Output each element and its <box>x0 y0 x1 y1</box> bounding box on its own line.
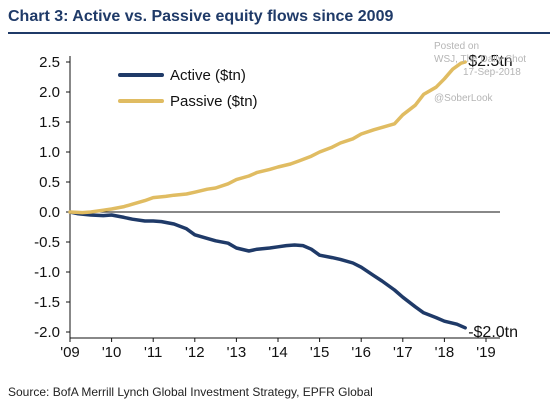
source-note: Source: BofA Merrill Lynch Global Invest… <box>8 385 373 399</box>
series-line-passive <box>68 60 467 215</box>
x-tick-label: '15 <box>310 344 330 361</box>
y-tick-label: -1.5 <box>34 294 60 311</box>
chart-axes: -2.0 -1.5 -1.0 -0.5 0.0 0.5 1.0 1.5 2.0 2.5 '09 '10… <box>34 54 500 361</box>
x-tick-label: '11 <box>144 344 162 361</box>
y-tick-label: -1.0 <box>34 264 60 281</box>
x-tick-label: '16 <box>351 344 371 361</box>
y-tick-label: 1.0 <box>39 144 60 161</box>
y-tick-label: 2.5 <box>39 54 60 71</box>
x-tick-label: '09 <box>60 344 80 361</box>
x-tick-label: '14 <box>268 344 288 361</box>
chart-legend: Active ($tn) Passive ($tn) <box>118 67 258 110</box>
x-tick-label: '10 <box>102 344 122 361</box>
series-line-active <box>68 210 467 330</box>
watermark-line-1: Posted on <box>434 41 479 52</box>
y-tick-label: -0.5 <box>34 234 60 251</box>
watermark-line-4: @SoberLook <box>434 93 494 104</box>
chart-title: Chart 3: Active vs. Passive equity flows… <box>8 8 394 25</box>
end-label-passive: $2.5tn <box>468 53 512 70</box>
watermark-line-2: WSJ, The Daily Shot <box>434 54 526 65</box>
legend-label-passive: Passive ($tn) <box>170 93 258 110</box>
end-label-active: -$2.0tn <box>468 324 518 341</box>
watermark: Posted on WSJ, The Daily Shot 17-Sep-201… <box>434 41 526 104</box>
x-tick-label: '18 <box>435 344 455 361</box>
y-tick-label: 0.5 <box>39 174 60 191</box>
y-tick-label: 1.5 <box>39 114 60 131</box>
legend-label-active: Active ($tn) <box>170 67 246 84</box>
y-tick-label: 2.0 <box>39 84 60 101</box>
chart-annotations: -$2.0tn $2.5tn <box>468 53 518 341</box>
y-tick-label: 0.0 <box>39 204 60 221</box>
watermark-line-3: 17-Sep-2018 <box>463 67 521 78</box>
y-tick-label: -2.0 <box>34 324 60 341</box>
chart-header: Chart 3: Active vs. Passive equity flows… <box>0 0 558 34</box>
x-tick-label: '13 <box>227 344 247 361</box>
x-tick-label: '17 <box>393 344 413 361</box>
x-tick-label: '19 <box>476 344 496 361</box>
chart-series <box>68 60 467 330</box>
x-tick-label: '12 <box>185 344 205 361</box>
title-rule <box>8 32 550 34</box>
